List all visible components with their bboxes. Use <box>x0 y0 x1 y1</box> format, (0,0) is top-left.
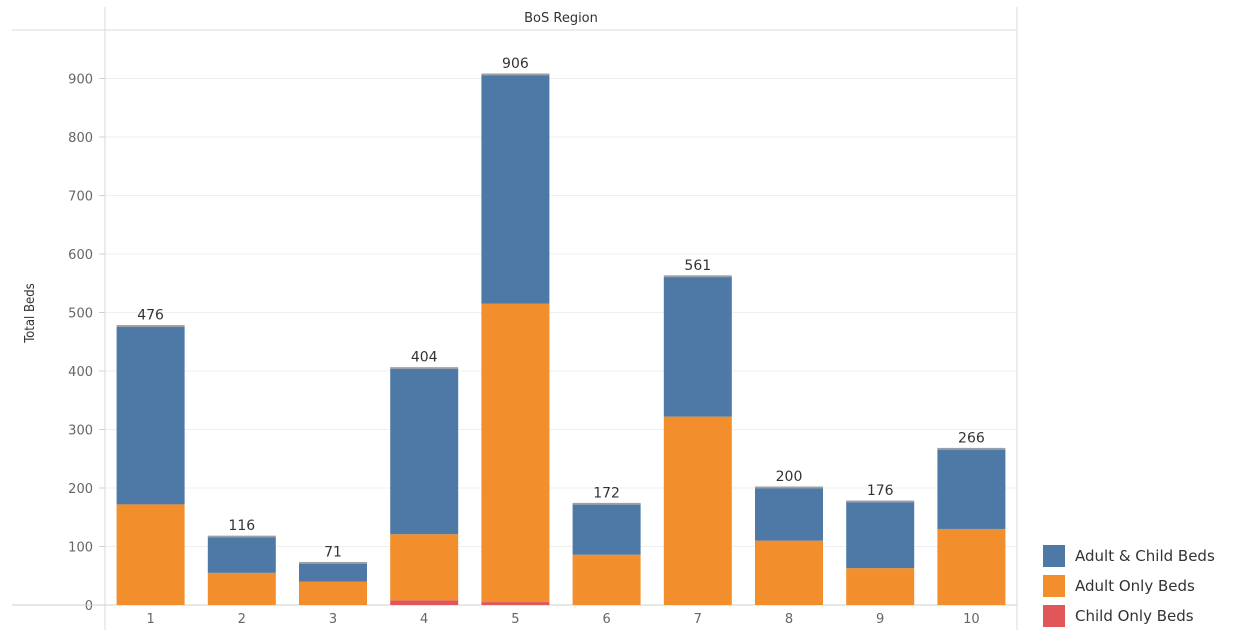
total-label-6: 172 <box>593 485 620 501</box>
x-tick-label-7: 7 <box>694 612 702 627</box>
bar-segment-adult-only-beds-9 <box>846 568 915 605</box>
bar-segment-adult-only-beds-3 <box>299 581 367 605</box>
y-tick-label: 400 <box>68 365 93 380</box>
bar-segment-adult-child-beds-1 <box>116 326 185 505</box>
bar-segment-adult-only-beds-5 <box>481 303 550 603</box>
legend-label-child-only: Child Only Beds <box>1075 607 1194 625</box>
y-tick-label: 500 <box>68 307 93 322</box>
y-tick-label: 700 <box>68 190 93 205</box>
total-label-9: 176 <box>867 483 894 499</box>
legend-swatch-adult-only <box>1043 575 1065 597</box>
total-label-5: 906 <box>502 56 529 72</box>
legend: Adult & Child Beds Adult Only Beds Child… <box>1043 541 1243 631</box>
legend-label-adult-only: Adult Only Beds <box>1075 577 1195 595</box>
legend-label-adult-child: Adult & Child Beds <box>1075 547 1215 565</box>
bar-segment-adult-child-beds-5 <box>481 74 550 304</box>
bar-segment-adult-child-beds-6 <box>572 504 641 555</box>
bar-top-cap-10 <box>937 447 1006 450</box>
x-tick-label-10: 10 <box>963 612 980 627</box>
bar-top-cap-8 <box>755 486 823 489</box>
legend-item-child-only[interactable]: Child Only Beds <box>1043 601 1243 631</box>
total-label-7: 561 <box>684 258 711 274</box>
bar-segment-adult-child-beds-4 <box>390 368 459 535</box>
bar-segment-child-only-beds-5 <box>481 602 550 605</box>
bar-segment-child-only-beds-4 <box>390 600 459 605</box>
legend-item-adult-only[interactable]: Adult Only Beds <box>1043 571 1243 601</box>
bar-segment-adult-child-beds-8 <box>755 488 823 541</box>
bar-top-cap-7 <box>663 275 732 278</box>
x-tick-label-1: 1 <box>146 612 154 627</box>
total-label-8: 200 <box>776 469 803 485</box>
x-tick-label-2: 2 <box>238 612 246 627</box>
bar-segment-adult-child-beds-7 <box>663 276 732 417</box>
bar-segment-adult-child-beds-2 <box>207 537 276 573</box>
x-tick-label-5: 5 <box>511 612 519 627</box>
x-tick-label-9: 9 <box>876 612 884 627</box>
x-tick-label-6: 6 <box>602 612 610 627</box>
bar-segment-adult-only-beds-6 <box>572 554 641 605</box>
bar-top-cap-2 <box>207 535 276 538</box>
y-tick-label: 600 <box>68 248 93 263</box>
bar-segment-adult-only-beds-4 <box>390 534 459 601</box>
y-tick-label: 800 <box>68 131 93 146</box>
chart-title: BoS Region <box>524 11 598 26</box>
bar-segment-adult-only-beds-2 <box>207 572 276 605</box>
bar-segment-adult-child-beds-10 <box>937 449 1006 529</box>
y-tick-label: 900 <box>68 73 93 88</box>
x-tick-label-3: 3 <box>329 612 337 627</box>
y-axis-title: Total Beds <box>23 283 38 344</box>
total-label-3: 71 <box>324 544 342 560</box>
legend-item-adult-child[interactable]: Adult & Child Beds <box>1043 541 1243 571</box>
total-label-1: 476 <box>137 308 164 324</box>
bar-top-cap-4 <box>390 367 459 370</box>
total-label-2: 116 <box>228 518 255 534</box>
legend-swatch-adult-child <box>1043 545 1065 567</box>
bar-top-cap-5 <box>481 73 550 76</box>
bar-segment-adult-only-beds-7 <box>663 416 732 605</box>
bar-top-cap-1 <box>116 325 185 328</box>
total-label-10: 266 <box>958 430 985 446</box>
bar-segment-adult-only-beds-8 <box>755 540 823 605</box>
bar-top-cap-3 <box>299 561 367 564</box>
y-tick-label: 300 <box>68 424 93 439</box>
bar-segment-adult-child-beds-9 <box>846 502 915 569</box>
x-tick-label-8: 8 <box>785 612 793 627</box>
bar-segment-adult-child-beds-3 <box>299 563 367 582</box>
legend-swatch-child-only <box>1043 605 1065 627</box>
x-tick-label-4: 4 <box>420 612 428 627</box>
bar-top-cap-9 <box>846 500 915 503</box>
y-tick-label: 0 <box>85 599 93 614</box>
y-tick-label: 100 <box>68 541 93 556</box>
y-tick-label: 200 <box>68 482 93 497</box>
bar-top-cap-6 <box>572 502 641 505</box>
bar-segment-adult-only-beds-1 <box>116 504 185 605</box>
total-label-4: 404 <box>411 350 438 366</box>
bar-segment-adult-only-beds-10 <box>937 528 1006 605</box>
